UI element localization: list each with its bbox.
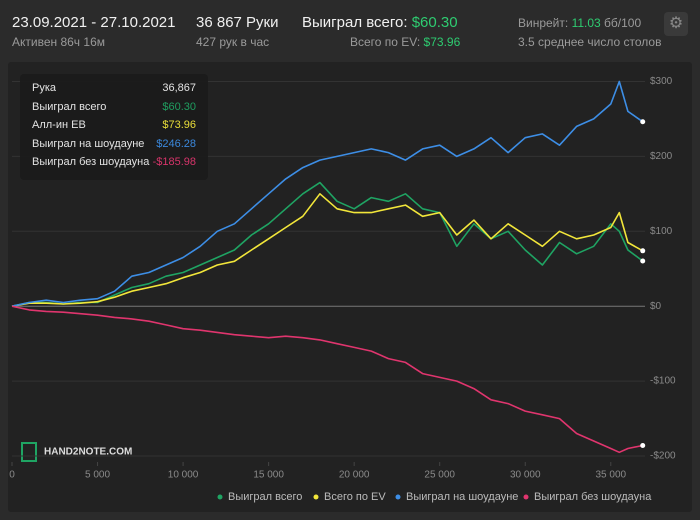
x-tick-label: 35 000 [595, 470, 626, 481]
tables: 3.5 среднее число столов [518, 35, 662, 49]
x-tick-label: 10 000 [168, 470, 199, 481]
y-tick-label: -$100 [650, 376, 676, 387]
legend-swatch [523, 494, 529, 500]
value: $60.30 [411, 14, 458, 31]
active-time: Активен 86ч 16м [12, 35, 105, 49]
end-point [640, 258, 646, 264]
series-line [11, 80, 644, 307]
logo-text: HAND2NOTE.COM [44, 447, 132, 458]
value: $73.96 [423, 35, 461, 49]
y-tick-label: $0 [650, 301, 662, 312]
tooltip-label: Алл-ин ЕВ [32, 119, 86, 131]
winrate: Винрейт: 11.03 бб/100 [518, 16, 641, 30]
tooltip-label: Выиграл всего [32, 100, 107, 113]
tooltip-row: Алл-ин ЕВ $73.96 [32, 119, 196, 131]
settings-button[interactable]: ⚙ [664, 12, 688, 36]
tooltip-row: Выиграл без шоудауна -$185.98 [32, 156, 196, 168]
y-tick-label: -$200 [650, 451, 676, 462]
legend-swatch [395, 494, 401, 500]
tooltip-row: Рука 36,867 [32, 82, 196, 94]
y-tick-label: $100 [650, 226, 673, 237]
tooltip-value: $246.28 [156, 137, 196, 150]
date-range: 23.09.2021 - 27.10.2021 [12, 14, 176, 31]
unit: бб/100 [604, 16, 642, 30]
value: 11.03 [571, 16, 601, 30]
x-tick-label: 30 000 [510, 470, 541, 481]
label: Всего по EV: [350, 35, 421, 49]
end-point [640, 248, 646, 254]
x-tick-label: 15 000 [253, 470, 284, 481]
legend-swatch [217, 494, 223, 500]
series-line [11, 181, 644, 307]
tooltip-value: $73.96 [162, 119, 196, 131]
logo: HAND2NOTE.COM [21, 442, 132, 462]
tooltip-label: Рука [32, 82, 57, 94]
tooltip-value: -$185.98 [152, 156, 196, 168]
won-total: Выиграл всего: $60.30 [302, 14, 458, 31]
tooltip-label: Выиграл на шоудауне [32, 137, 145, 150]
hands-per-hour: 427 рук в час [196, 35, 270, 49]
legend-swatch [313, 494, 319, 500]
tooltip: Рука 36,867 Выиграл всего $60.30 Алл-ин ЕВ $7… [20, 74, 208, 180]
x-tick-label: 5 000 [85, 470, 110, 481]
tooltip-row: Выиграл всего $60.30 [32, 101, 196, 113]
legend-label: Выиграл без шоудауна [534, 491, 652, 503]
x-tick-label: 20 000 [339, 470, 370, 481]
tooltip-label: Выиграл без шоудауна [32, 156, 150, 168]
legend-label: Всего по EV [324, 491, 386, 503]
label: Выиграл всего: [302, 14, 408, 31]
x-tick-label: 25 000 [424, 470, 455, 481]
x-tick-label: 0 [9, 470, 15, 481]
tooltip-value: $60.30 [162, 100, 196, 113]
end-point [640, 119, 646, 125]
label: Винрейт: [518, 16, 569, 30]
y-tick-label: $300 [650, 76, 673, 87]
end-point [640, 443, 646, 449]
ev-total: Всего по EV: $73.96 [350, 35, 460, 49]
legend-label: Выиграл на шоудауне [406, 491, 518, 503]
tooltip-value: 36,867 [162, 82, 196, 94]
tooltip-row: Выиграл на шоудауне $246.28 [32, 138, 196, 150]
series-line [11, 193, 644, 307]
series-line [11, 305, 643, 454]
hands: 36 867 Руки [196, 14, 279, 31]
y-tick-label: $200 [650, 151, 673, 162]
legend-label: Выиграл всего [228, 491, 302, 503]
